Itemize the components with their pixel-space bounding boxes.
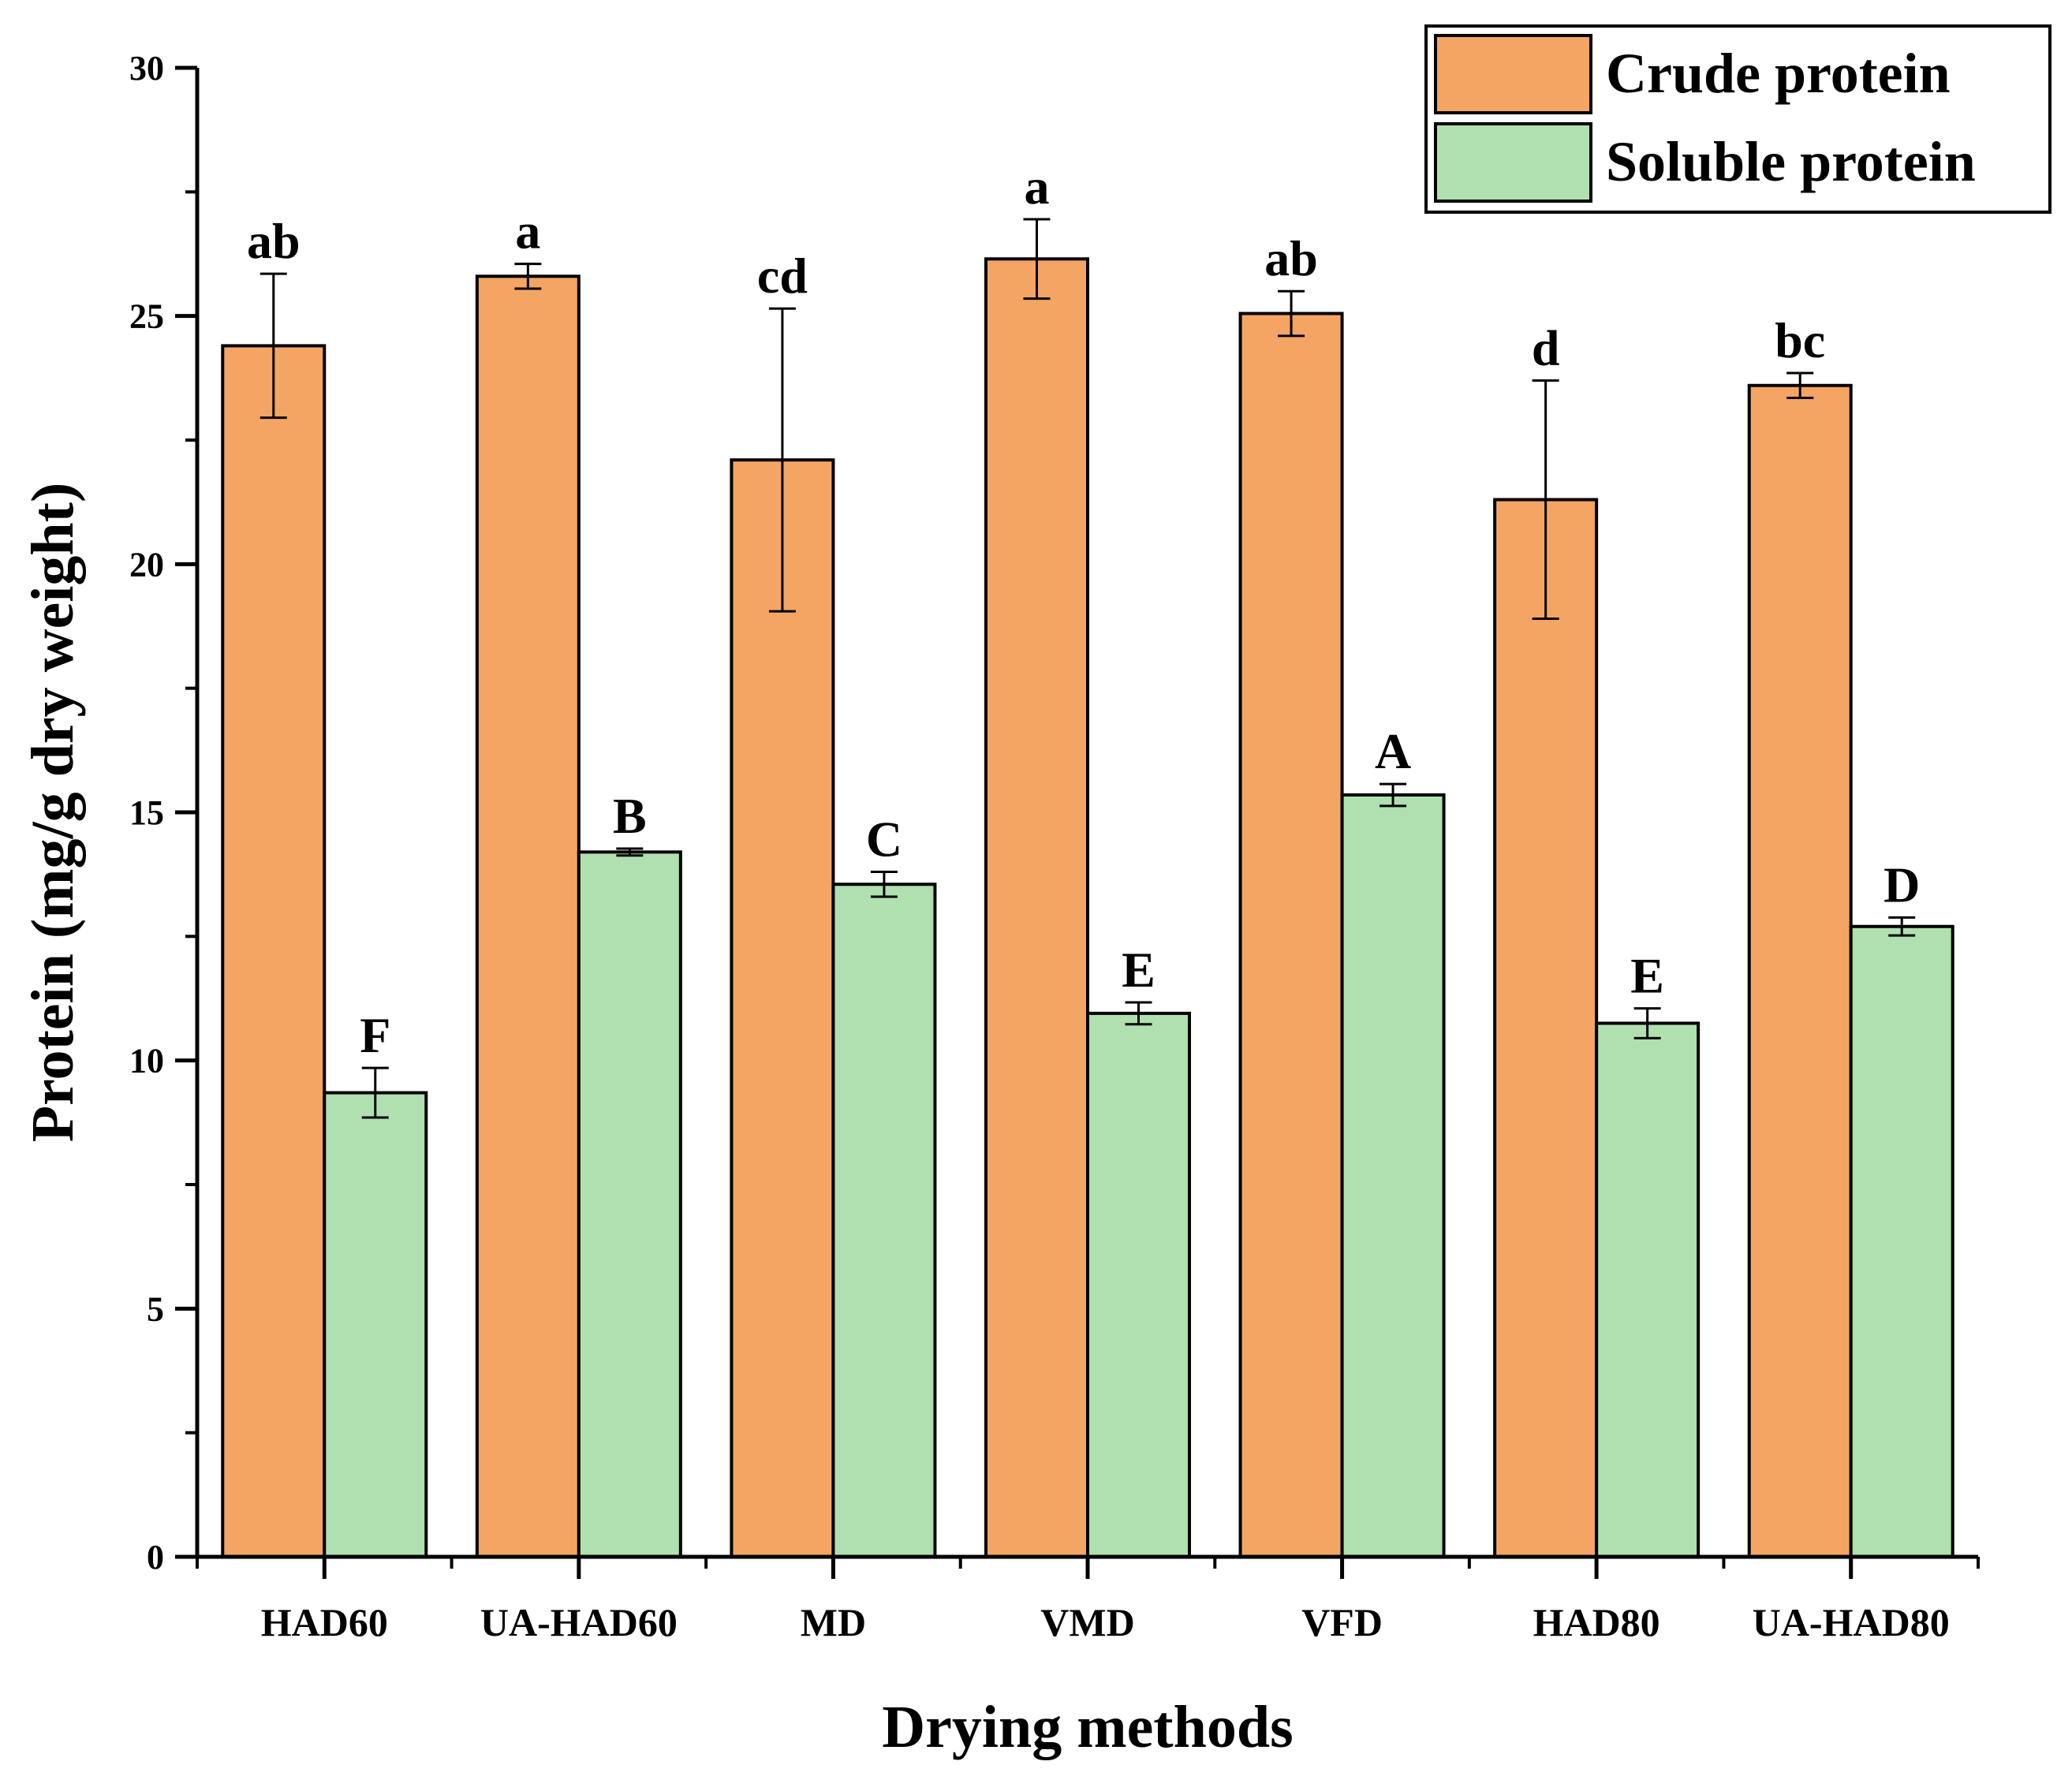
bar-soluble-vmd [1086,1011,1191,1558]
x-tick-label: HAD60 [261,1600,388,1644]
y-tick-label: 10 [129,1042,164,1080]
significance-letter: d [1532,319,1560,375]
bar-crude-had60 [221,344,327,1559]
y-tick-label: 30 [129,49,164,88]
x-tick-label: HAD80 [1533,1600,1660,1644]
legend-label-soluble: Soluble protein [1606,130,1976,193]
y-axis-title: Protein (mg/g dry weight) [20,483,86,1143]
legend-label-crude: Crude protein [1606,42,1951,105]
x-tick-label: MD [801,1600,866,1644]
bar-soluble-vfd [1340,793,1446,1558]
bar-crude-md [730,458,835,1558]
y-tick-label: 5 [147,1289,164,1328]
significance-letter: C [866,812,902,868]
y-tick-label: 0 [147,1538,164,1577]
bar-soluble-ua-had80 [1849,924,1954,1559]
significance-letter: F [360,1007,390,1063]
significance-letter: ab [1264,230,1318,286]
x-axis-title: Drying methods [882,1694,1293,1760]
bar-crude-ua-had80 [1747,383,1853,1559]
bar-crude-vmd [984,257,1089,1558]
significance-letter: B [613,788,647,844]
bar-soluble-had60 [323,1091,428,1559]
bar-soluble-md [831,883,937,1558]
bar-crude-ua-had60 [475,274,581,1559]
bar-soluble-ua-had60 [577,850,682,1558]
x-tick-label: VFD [1301,1600,1383,1644]
x-tick-label: VMD [1040,1600,1134,1644]
legend-swatch-soluble [1434,122,1592,203]
significance-letter: E [1122,942,1155,998]
significance-letter: ab [247,213,301,269]
bar-crude-had80 [1493,498,1599,1558]
x-tick-label: UA-HAD60 [480,1600,678,1644]
significance-letter: D [1883,856,1920,912]
y-tick-label: 25 [129,297,164,336]
significance-letter: A [1375,723,1411,779]
significance-letter: bc [1775,312,1825,368]
bar-crude-vfd [1238,312,1344,1558]
significance-letter: a [515,203,540,259]
significance-letter: cd [757,248,808,304]
bar-soluble-had80 [1595,1021,1701,1558]
significance-letter: a [1025,159,1050,215]
y-tick-label: 15 [129,793,164,832]
legend-swatch-crude [1434,34,1592,114]
y-tick-label: 20 [129,545,164,584]
x-tick-label: UA-HAD80 [1753,1600,1950,1644]
significance-letter: E [1630,948,1664,1004]
